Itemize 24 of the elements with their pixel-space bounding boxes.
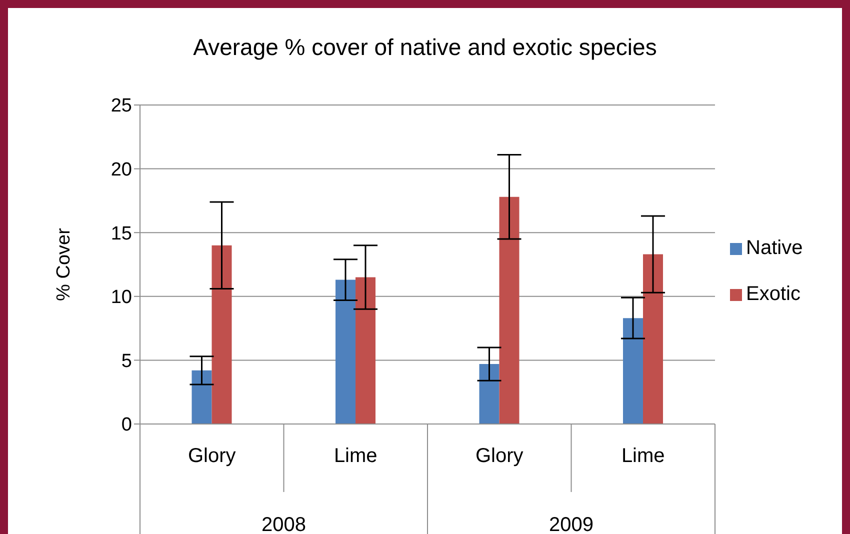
- bar: [643, 254, 663, 424]
- y-tick-label: 10: [110, 287, 132, 308]
- x-tick-label: Lime: [621, 445, 665, 467]
- legend-label: Exotic: [746, 283, 800, 305]
- x-tick-label: Glory: [475, 445, 524, 467]
- bar: [336, 280, 356, 424]
- y-axis-title: % Cover: [54, 227, 75, 301]
- bar: [623, 318, 643, 424]
- text: 2008: [260, 514, 307, 534]
- y-tick-label: 20: [110, 160, 132, 181]
- legend-label: Native: [746, 237, 803, 259]
- bar: [499, 196, 520, 424]
- x-tick-label: Glory: [188, 445, 236, 467]
- y-tick-label: 25: [110, 96, 132, 117]
- text: 2009: [548, 514, 594, 534]
- bar: [356, 277, 376, 424]
- bar: [479, 364, 500, 424]
- y-tick-label: 5: [121, 350, 132, 372]
- bar: [212, 245, 232, 424]
- x-tick-label: Lime: [334, 445, 378, 467]
- y-tick-label: 0: [121, 414, 132, 436]
- bar: [192, 370, 212, 424]
- y-tick-label: 15: [110, 223, 132, 244]
- chart-title: Average % cover of native and exotic species: [192, 34, 658, 61]
